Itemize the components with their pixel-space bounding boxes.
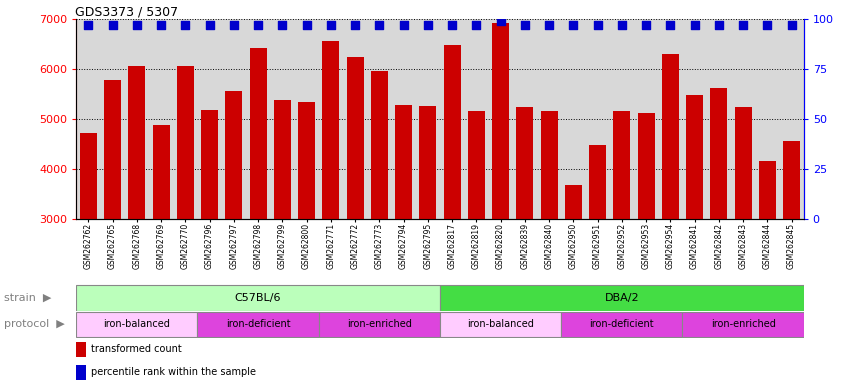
Point [445, 22, 459, 28]
Point [470, 22, 483, 28]
Text: iron-balanced: iron-balanced [103, 319, 170, 329]
Point [785, 22, 799, 28]
Point [518, 22, 531, 28]
Point [203, 22, 217, 28]
Text: C57BL/6: C57BL/6 [235, 293, 281, 303]
Bar [440, 285, 804, 311]
Point [154, 22, 168, 28]
Bar [711, 88, 728, 369]
Text: DBA/2: DBA/2 [605, 293, 639, 303]
Point [81, 22, 95, 28]
Point [372, 22, 386, 28]
Point [615, 22, 629, 28]
Bar [613, 111, 630, 369]
Bar [662, 54, 678, 369]
Point [299, 22, 313, 28]
Text: strain  ▶: strain ▶ [4, 293, 52, 303]
Point [179, 22, 192, 28]
Point [663, 22, 677, 28]
Bar [440, 311, 561, 338]
Point [421, 22, 435, 28]
Point [349, 22, 362, 28]
Text: protocol  ▶: protocol ▶ [4, 319, 65, 329]
Bar [225, 91, 242, 369]
Point [494, 18, 508, 24]
Bar [589, 146, 606, 369]
Point [227, 22, 240, 28]
Bar [420, 106, 437, 369]
Text: transformed count: transformed count [91, 344, 182, 354]
Point [761, 22, 774, 28]
Point [106, 22, 119, 28]
Bar [734, 107, 751, 369]
Bar [347, 57, 364, 369]
Bar [371, 71, 387, 369]
Point [130, 22, 144, 28]
Bar [129, 66, 146, 369]
Text: iron-balanced: iron-balanced [467, 319, 534, 329]
Point [397, 22, 410, 28]
Point [640, 22, 653, 28]
Bar [638, 113, 655, 369]
Bar [565, 185, 582, 369]
Text: GDS3373 / 5307: GDS3373 / 5307 [75, 5, 179, 18]
Text: percentile rank within the sample: percentile rank within the sample [91, 367, 256, 377]
Bar [76, 311, 197, 338]
Bar [152, 124, 169, 369]
Bar [783, 141, 800, 369]
Bar [516, 107, 533, 369]
Bar [561, 311, 683, 338]
Bar [541, 111, 558, 369]
Bar [104, 80, 121, 369]
Point [688, 22, 701, 28]
Bar [683, 311, 804, 338]
Point [251, 22, 265, 28]
Bar [322, 41, 339, 369]
Text: iron-deficient: iron-deficient [226, 319, 290, 329]
Text: iron-enriched: iron-enriched [711, 319, 776, 329]
Bar [177, 66, 194, 369]
Bar [298, 102, 315, 369]
Text: iron-enriched: iron-enriched [347, 319, 412, 329]
Point [567, 22, 580, 28]
Bar [76, 342, 86, 357]
Bar [395, 105, 412, 369]
Bar [492, 23, 509, 369]
Text: iron-deficient: iron-deficient [590, 319, 654, 329]
Point [324, 22, 338, 28]
Bar [319, 311, 440, 338]
Bar [201, 109, 218, 369]
Bar [76, 285, 440, 311]
Bar [443, 45, 460, 369]
Bar [250, 48, 266, 369]
Point [591, 22, 604, 28]
Bar [468, 111, 485, 369]
Point [736, 22, 750, 28]
Bar [686, 94, 703, 369]
Point [542, 22, 556, 28]
Bar [80, 133, 96, 369]
Bar [759, 162, 776, 369]
Point [712, 22, 726, 28]
Bar [76, 365, 86, 380]
Bar [274, 100, 291, 369]
Point [276, 22, 289, 28]
Bar [197, 311, 319, 338]
